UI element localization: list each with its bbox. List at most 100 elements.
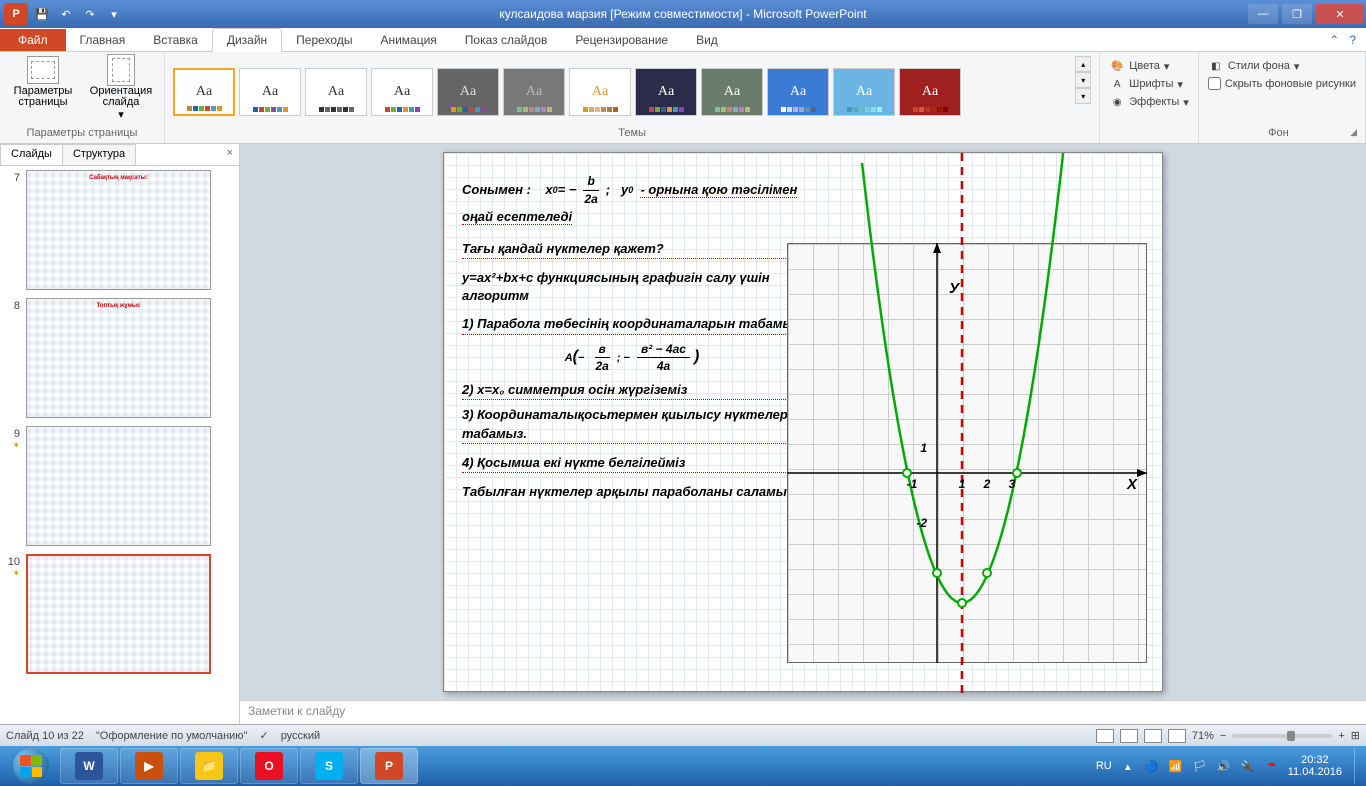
theme-thumb-11[interactable]: Aa	[899, 68, 961, 116]
tray-power-icon[interactable]: 🔌	[1240, 758, 1256, 774]
zoom-in-button[interactable]: +	[1338, 730, 1344, 742]
language-indicator[interactable]: русский	[281, 730, 320, 742]
group-label-page-params: Параметры страницы	[8, 127, 156, 139]
notes-pane[interactable]: Заметки к слайду	[240, 700, 1366, 724]
tray-expand-icon[interactable]: ▴	[1120, 758, 1136, 774]
theme-thumb-5[interactable]: Aa	[503, 68, 565, 116]
main-area: Слайды Структура × 7Сабақтың мақсаты:8То…	[0, 144, 1366, 724]
slide-item-10[interactable]: 10✶	[4, 554, 235, 674]
themes-scroll-up[interactable]: ▴	[1075, 56, 1091, 72]
app-icon[interactable]: P	[4, 3, 28, 25]
theme-thumb-2[interactable]: Aa	[305, 68, 367, 116]
view-slideshow-button[interactable]	[1168, 729, 1186, 743]
tab-review[interactable]: Рецензирование	[561, 29, 682, 51]
themes-scroll-down[interactable]: ▾	[1075, 72, 1091, 88]
view-reading-button[interactable]	[1144, 729, 1162, 743]
tray-network-icon[interactable]: 📶	[1168, 758, 1184, 774]
taskbar-app-4[interactable]: S	[300, 748, 358, 784]
tab-outline[interactable]: Структура	[62, 144, 136, 165]
save-icon[interactable]: 💾	[32, 4, 52, 24]
start-button[interactable]	[4, 747, 58, 785]
hide-bg-checkbox[interactable]: Скрыть фоновые рисунки	[1207, 76, 1357, 91]
undo-icon[interactable]: ↶	[56, 4, 76, 24]
orientation-icon	[107, 54, 135, 86]
theme-effects-button[interactable]: ◉Эффекты ▾	[1108, 94, 1190, 110]
theme-thumb-10[interactable]: Aa	[833, 68, 895, 116]
effects-icon: ◉	[1109, 95, 1125, 109]
slide-panel-tabs: Слайды Структура ×	[0, 144, 239, 166]
slide-panel-close-icon[interactable]: ×	[221, 144, 239, 165]
tab-insert[interactable]: Вставка	[139, 29, 212, 51]
bg-launcher-icon[interactable]: ◢	[1350, 127, 1357, 138]
page-setup-button[interactable]: Параметры страницы	[8, 56, 78, 121]
window-title: кулсаидова марзия [Режим совместимости] …	[499, 7, 866, 21]
minimize-button[interactable]: —	[1248, 4, 1278, 24]
close-button[interactable]: ✕	[1316, 4, 1364, 24]
theme-thumb-4[interactable]: Aa	[437, 68, 499, 116]
help-icon[interactable]: ?	[1349, 33, 1356, 47]
show-desktop-button[interactable]	[1354, 748, 1362, 784]
graph-area: -11231-2УХ	[787, 153, 1147, 693]
taskbar-app-5[interactable]: P	[360, 748, 418, 784]
canvas-area[interactable]: Сонымен : x0 = −b2a; y0 - орнына қою тәс…	[240, 144, 1366, 700]
group-label-themes: Темы	[173, 127, 1091, 139]
tab-view[interactable]: Вид	[682, 29, 732, 51]
theme-thumb-1[interactable]: Aa	[239, 68, 301, 116]
theme-thumb-7[interactable]: Aa	[635, 68, 697, 116]
tray-bluetooth-icon[interactable]: 🔵	[1144, 758, 1160, 774]
taskbar-app-1[interactable]: ▶	[120, 748, 178, 784]
slide-item-7[interactable]: 7Сабақтың мақсаты:	[4, 170, 235, 290]
taskbar-app-3[interactable]: O	[240, 748, 298, 784]
theme-colors-button[interactable]: 🎨Цвета ▾	[1108, 58, 1190, 74]
slide-list[interactable]: 7Сабақтың мақсаты:8Топтық жұмыс9✶10✶	[0, 166, 239, 724]
qat-customize-icon[interactable]: ▾	[104, 4, 124, 24]
slide-orientation-button[interactable]: Ориентация слайда▾	[86, 56, 156, 121]
maximize-button[interactable]: ❐	[1282, 4, 1312, 24]
themes-gallery[interactable]: AaAaAaAaAaAaAaAaAaAaAaAa ▴ ▾ ▾	[173, 56, 1091, 127]
tab-design[interactable]: Дизайн	[212, 28, 282, 52]
tab-slides[interactable]: Слайды	[0, 144, 63, 165]
zoom-level[interactable]: 71%	[1192, 730, 1214, 742]
fit-to-window-button[interactable]: ⊞	[1351, 729, 1360, 742]
theme-thumb-6[interactable]: Aa	[569, 68, 631, 116]
svg-text:3: 3	[1009, 477, 1016, 491]
tab-home[interactable]: Главная	[66, 29, 140, 51]
hide-bg-check[interactable]	[1208, 77, 1221, 90]
taskbar-app-2[interactable]: 📁	[180, 748, 238, 784]
bg-styles-button[interactable]: ◧Стили фона ▾	[1207, 58, 1357, 74]
themes-expand[interactable]: ▾	[1075, 88, 1091, 104]
theme-thumb-3[interactable]: Aa	[371, 68, 433, 116]
tab-animations[interactable]: Анимация	[366, 29, 450, 51]
theme-thumb-8[interactable]: Aa	[701, 68, 763, 116]
redo-icon[interactable]: ↷	[80, 4, 100, 24]
slide-item-9[interactable]: 9✶	[4, 426, 235, 546]
svg-text:1: 1	[920, 441, 927, 455]
view-normal-button[interactable]	[1096, 729, 1114, 743]
group-label-background: Фон◢	[1207, 127, 1357, 139]
tray-action-icon[interactable]: 🏳	[1192, 758, 1208, 774]
slide-item-8[interactable]: 8Топтық жұмыс	[4, 298, 235, 418]
tray-volume-icon[interactable]: 🔊	[1216, 758, 1232, 774]
tab-file[interactable]: Файл	[0, 29, 66, 51]
slide-canvas[interactable]: Сонымен : x0 = −b2a; y0 - орнына қою тәс…	[443, 152, 1163, 692]
spell-check-icon[interactable]: ✓	[259, 729, 268, 742]
taskbar-app-0[interactable]: W	[60, 748, 118, 784]
view-sorter-button[interactable]	[1120, 729, 1138, 743]
svg-text:У: У	[949, 280, 961, 297]
tray-antivirus-icon[interactable]: ☂	[1264, 758, 1280, 774]
minimize-ribbon-icon[interactable]: ⌃	[1329, 33, 1339, 47]
tab-slideshow[interactable]: Показ слайдов	[451, 29, 562, 51]
theme-thumb-0[interactable]: Aa	[173, 68, 235, 116]
bg-styles-icon: ◧	[1208, 59, 1224, 73]
theme-thumb-9[interactable]: Aa	[767, 68, 829, 116]
zoom-out-button[interactable]: −	[1220, 730, 1226, 742]
zoom-slider[interactable]	[1232, 734, 1332, 738]
ribbon-tabs: Файл Главная Вставка Дизайн Переходы Ани…	[0, 28, 1366, 52]
svg-text:-2: -2	[916, 516, 927, 530]
tray-clock[interactable]: 20:3211.04.2016	[1288, 754, 1346, 778]
theme-fonts-button[interactable]: AШрифты ▾	[1108, 76, 1190, 92]
windows-logo-icon	[13, 748, 49, 784]
tray-language[interactable]: RU	[1096, 760, 1112, 772]
tab-transitions[interactable]: Переходы	[282, 29, 366, 51]
slide-text-content[interactable]: Сонымен : x0 = −b2a; y0 - орнына қою тәс…	[462, 173, 802, 507]
